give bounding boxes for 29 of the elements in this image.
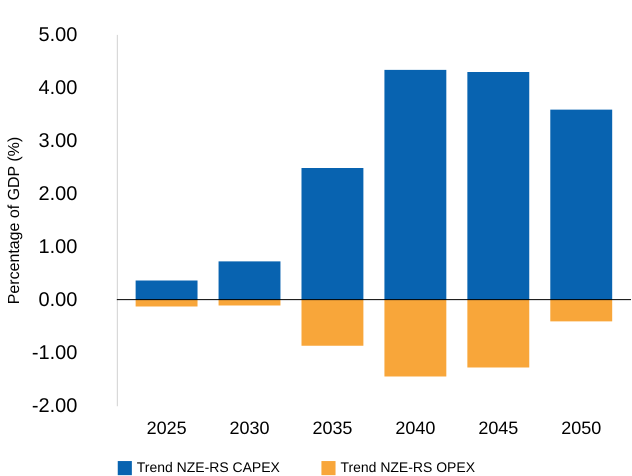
y-tick-label: -2.00 — [32, 395, 78, 418]
bar — [136, 300, 198, 307]
y-axis-title: Percentage of GDP (%) — [6, 136, 23, 304]
x-tick-label: 2030 — [230, 418, 270, 438]
y-tick-label: 2.00 — [38, 182, 78, 205]
bar — [218, 261, 280, 300]
bar — [467, 300, 530, 368]
x-tick-label: 2045 — [478, 418, 518, 438]
y-tick-label: -1.00 — [32, 342, 78, 364]
y-tick-label: 1.00 — [38, 236, 78, 258]
y-tick-label: 3.00 — [38, 130, 78, 152]
y-tick-label: 0.00 — [38, 289, 78, 312]
x-tick-label: 2035 — [312, 418, 352, 438]
bar — [550, 300, 612, 322]
bar — [550, 110, 612, 300]
y-tick-label: 4.00 — [38, 76, 78, 99]
bar — [384, 300, 446, 377]
y-tick-label: 5.00 — [38, 24, 78, 46]
bar — [301, 300, 364, 346]
bar — [136, 280, 198, 300]
x-tick-label: 2040 — [395, 418, 436, 438]
bar — [301, 168, 364, 300]
legend-label: Trend NZE-RS OPEX — [340, 459, 476, 476]
bar — [218, 300, 280, 306]
bar — [384, 70, 446, 300]
x-tick-label: 2025 — [146, 418, 187, 438]
bar — [467, 72, 530, 300]
x-tick-label: 2050 — [561, 418, 602, 438]
legend-label: Trend NZE-RS CAPEX — [136, 459, 281, 476]
